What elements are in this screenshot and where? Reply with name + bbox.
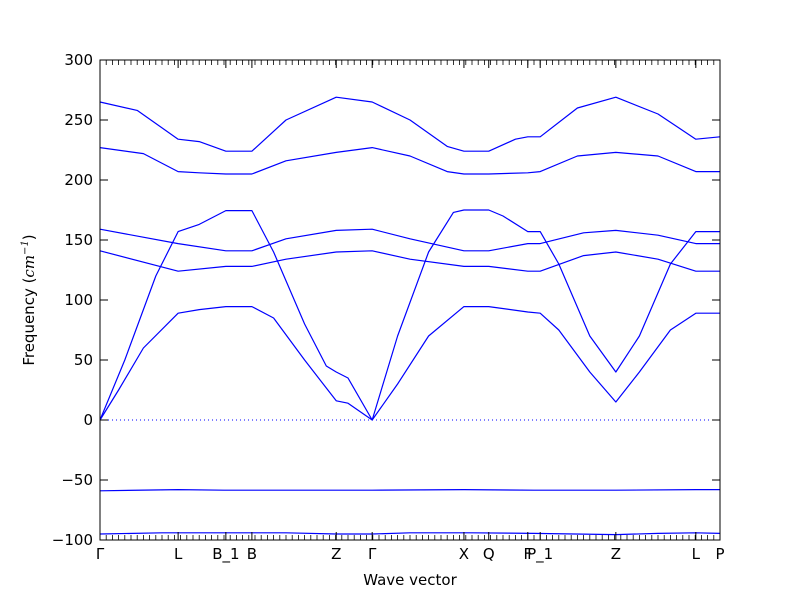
y-tick-label: 150: [64, 231, 93, 249]
y-tick-label: −100: [52, 531, 93, 549]
x-tick-label: B_1: [212, 545, 239, 564]
y-tick-label: 200: [64, 171, 93, 189]
x-tick-label: Γ: [368, 545, 377, 563]
y-tick-label: 100: [64, 291, 93, 309]
band-line-3: [99, 306, 720, 421]
band-line-5: [99, 250, 720, 272]
x-tick-label: P_1: [527, 545, 553, 564]
y-axis-label-exponent: −1: [20, 240, 31, 255]
band-line-7: [99, 147, 720, 175]
y-axis-label-text: Frequency (: [20, 278, 38, 366]
y-axis-label-unit: cm: [20, 255, 38, 278]
band-line-2: [99, 489, 720, 492]
y-axis: −100 −50 0 50 100 150 200 250 300: [52, 51, 720, 549]
x-tick-label: Γ: [96, 545, 105, 563]
x-axis: Γ L B_1 B Z Γ X Q FP_1 Z L P: [96, 60, 725, 564]
x-tick-label: L: [692, 545, 701, 563]
x-tick-label: Z: [331, 545, 341, 563]
y-axis-label-close: ): [20, 234, 38, 240]
y-tick-label: 0: [83, 411, 93, 429]
x-tick-label: Q: [483, 545, 495, 563]
x-tick-label: B: [247, 545, 257, 563]
x-tick-label: X: [459, 545, 469, 563]
x-tick-label: Z: [611, 545, 621, 563]
band-line-4: [99, 209, 720, 421]
x-tick-label: P: [715, 545, 724, 563]
x-axis-label: Wave vector: [363, 571, 457, 589]
y-axis-label: Frequency (cm−1): [20, 234, 38, 365]
y-tick-label: −50: [61, 471, 93, 489]
band-line-8: [99, 96, 721, 152]
y-tick-label: 50: [74, 351, 93, 369]
y-tick-label: 300: [64, 51, 93, 69]
band-line-1: [99, 532, 721, 536]
x-tick-label: F: [523, 545, 532, 563]
x-tick-label: L: [174, 545, 183, 563]
y-tick-label: 250: [64, 111, 93, 129]
band-line-6: [99, 228, 720, 252]
